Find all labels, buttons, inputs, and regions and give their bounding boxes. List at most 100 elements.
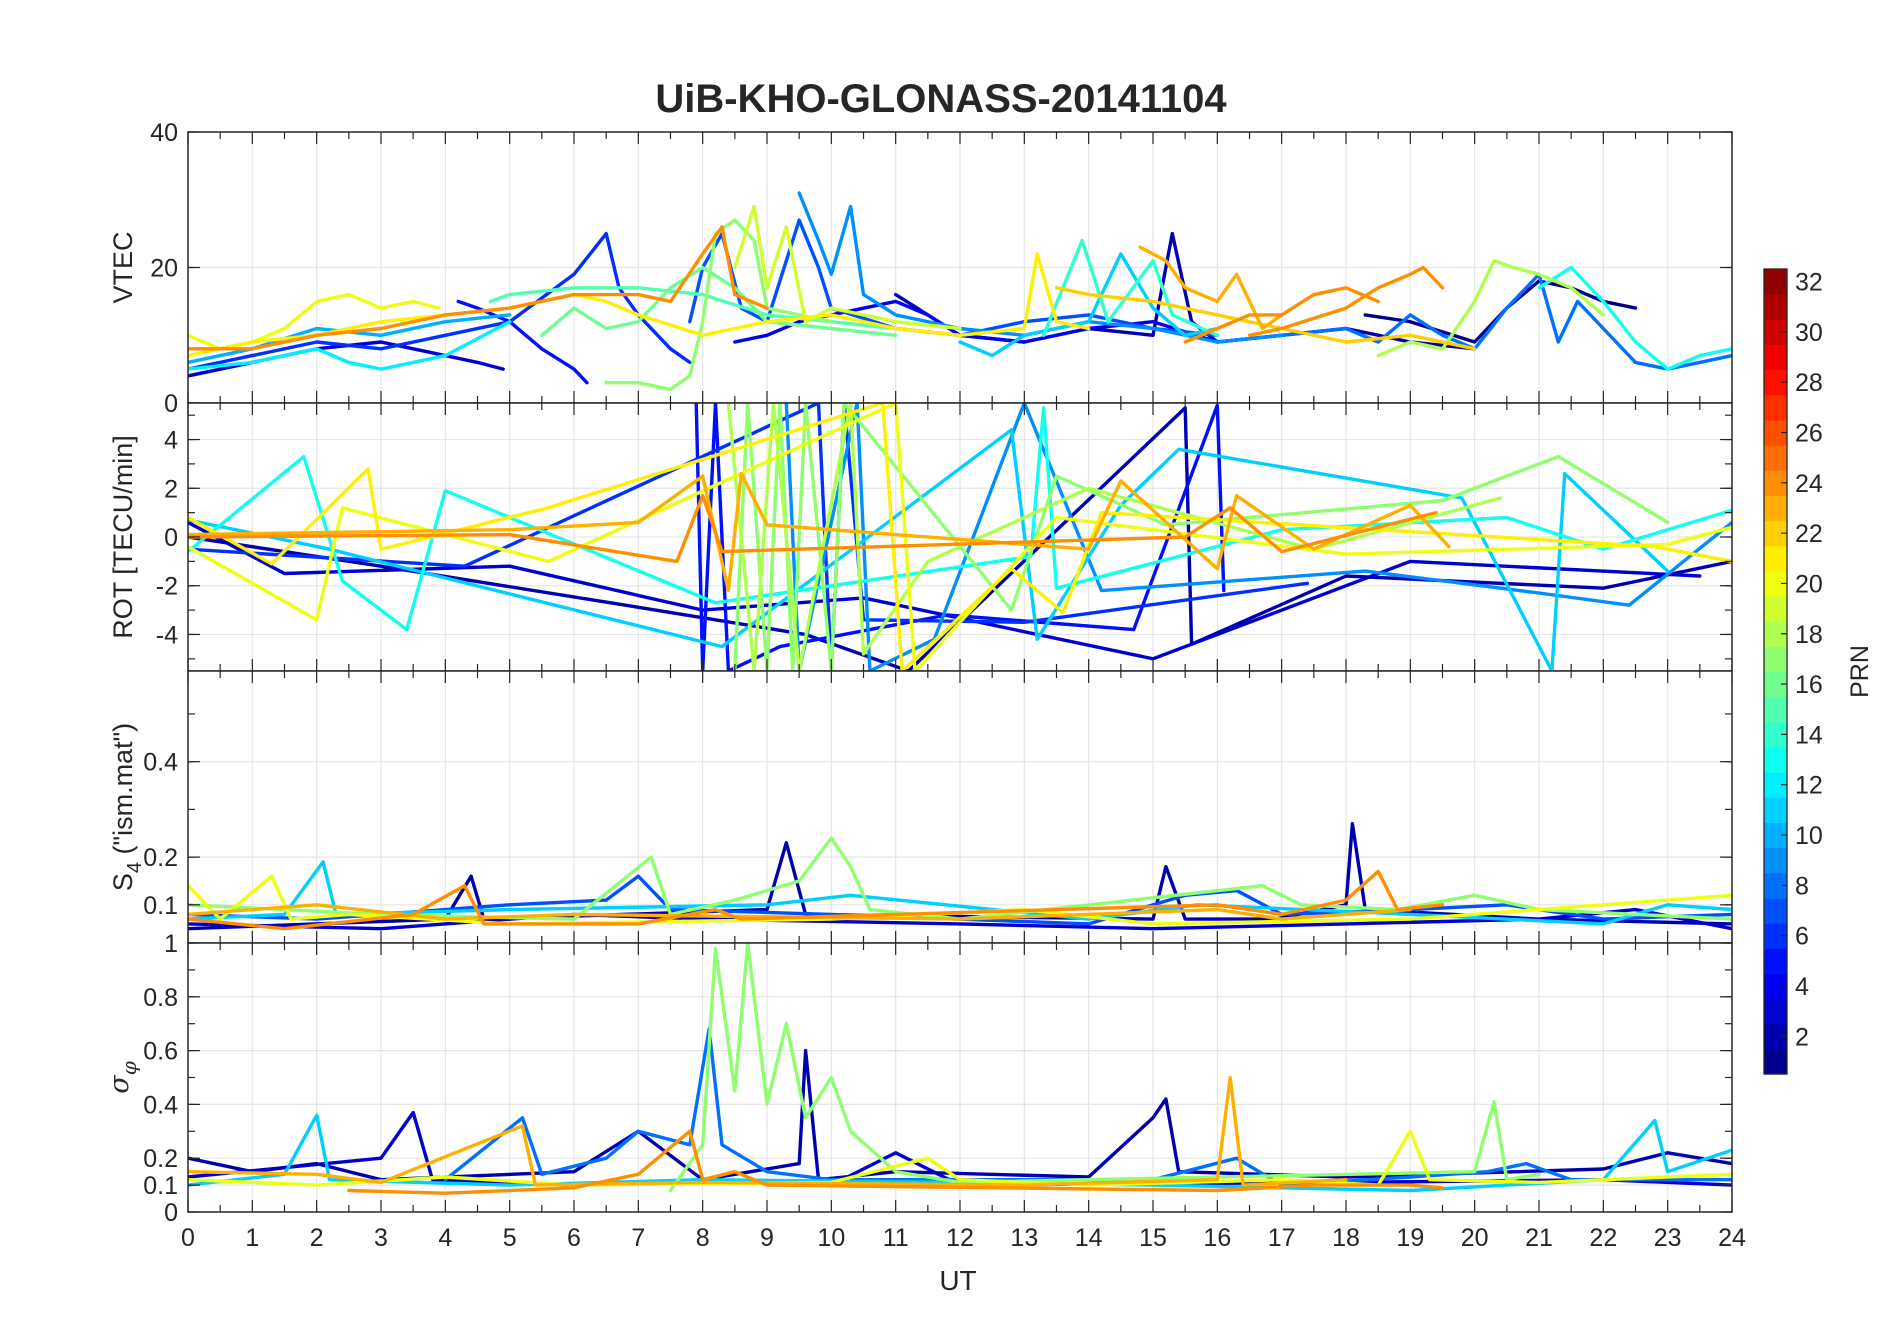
- colorbar-swatch-prn-16: [1764, 671, 1787, 698]
- series-prn-2: [188, 822, 1732, 931]
- y-tick-label: 0.2: [143, 1145, 178, 1173]
- colorbar-swatch-prn-3: [1764, 998, 1787, 1025]
- y-tick-label: 0: [164, 524, 178, 552]
- x-tick-label: 12: [946, 1224, 974, 1252]
- colorbar-swatch-prn-31: [1764, 294, 1787, 320]
- x-tick-label: 0: [181, 1224, 195, 1252]
- y-tick-label: 0.8: [143, 984, 178, 1012]
- colorbar-tick-label: 6: [1795, 923, 1809, 951]
- colorbar-swatch-prn-12: [1764, 772, 1787, 798]
- colorbar-frame: [1763, 268, 1788, 1075]
- series-prn-24: [188, 225, 769, 351]
- colorbar-swatch-prn-14: [1764, 721, 1787, 748]
- colorbar-swatch-prn-21: [1764, 545, 1787, 572]
- colorbar-swatch-prn-5: [1764, 948, 1787, 974]
- x-tick-label: 1: [245, 1224, 259, 1252]
- series-prn-24: [188, 493, 1438, 564]
- series-prn-21: [188, 252, 1091, 358]
- series-prn-1: [1363, 279, 1638, 344]
- colorbar-tick-label: 2: [1795, 1023, 1809, 1051]
- colorbar-swatch-prn-6: [1764, 923, 1787, 949]
- x-tick-label: 10: [817, 1224, 845, 1252]
- panel-rot: -4 -2 0 2 4 ROT [TECU/min]: [108, 402, 1733, 672]
- y-tick-label: 4: [164, 427, 178, 455]
- colorbar-tick-label: 8: [1795, 872, 1809, 900]
- y-tick-label: 0: [164, 1199, 178, 1227]
- colorbar-swatch-prn-17: [1764, 646, 1787, 673]
- x-tick-labels: 0 1 2 3 4 5 6 7 8 9 10 11 12 13 14 15 16 17 18 19 20 21 22 23 24: [181, 1224, 1746, 1252]
- colorbar-swatch-prn-15: [1764, 696, 1787, 723]
- panel-vtec: 0 20 40 VTEC: [108, 119, 1733, 418]
- series-prn-17: [668, 943, 1541, 1193]
- panel-s4-ylabel: S4 ("ism.mat"): [108, 723, 146, 891]
- colorbar-tick-label: 26: [1795, 420, 1823, 448]
- y-tick-label: 0.4: [143, 749, 178, 777]
- colorbar-swatch-prn-20: [1764, 570, 1787, 597]
- series-prn-23: [188, 472, 1451, 593]
- x-tick-label: 2: [310, 1224, 324, 1252]
- series-prn-9: [797, 191, 1284, 344]
- colorbar-swatch-prn-2: [1764, 1023, 1787, 1050]
- colorbar-tick-label: 20: [1795, 570, 1823, 598]
- colorbar-swatch-prn-26: [1764, 419, 1787, 446]
- x-tick-label: 22: [1589, 1224, 1617, 1252]
- colorbar-swatch-prn-7: [1764, 897, 1787, 924]
- series-prn-17: [733, 403, 1670, 671]
- series-prn-24: [347, 1129, 1445, 1195]
- x-tick-label: 5: [503, 1224, 517, 1252]
- x-tick-label: 14: [1075, 1224, 1103, 1252]
- x-axis-label: UT: [939, 1265, 976, 1296]
- series-prn-3: [188, 520, 1702, 661]
- x-tick-label: 8: [696, 1224, 710, 1252]
- colorbar-swatch-prn-23: [1764, 495, 1787, 522]
- series-prn-8: [443, 1027, 1732, 1187]
- colorbar-tick-label: 28: [1795, 369, 1823, 397]
- x-tick-label: 15: [1139, 1224, 1167, 1252]
- colorbar-label: PRN: [1846, 645, 1874, 698]
- colorbar-swatch-prn-13: [1764, 746, 1787, 773]
- series-prn-20: [188, 1129, 1732, 1187]
- colorbar-swatch-prn-4: [1764, 973, 1787, 1000]
- series-prn-6: [188, 231, 692, 371]
- y-tick-label: 20: [150, 255, 178, 283]
- chart-title: UiB-KHO-GLONASS-20141104: [655, 77, 1227, 121]
- colorbar-tick-label: 14: [1795, 721, 1823, 749]
- y-tick-label: 0: [164, 390, 178, 418]
- series-prn-17: [188, 836, 1732, 921]
- series-prn-23: [1138, 245, 1284, 331]
- y-tick-label: -2: [156, 573, 178, 601]
- colorbar-swatch-prn-22: [1764, 520, 1787, 547]
- y-tick-label: 0.2: [143, 844, 178, 872]
- series-prn-24: [1183, 286, 1380, 344]
- series-prn-9: [784, 403, 1732, 671]
- colorbar-swatch-prn-27: [1764, 394, 1787, 421]
- y-tick-label: 2: [164, 475, 178, 503]
- y-tick-label: -4: [156, 621, 178, 649]
- series-prn-18: [1376, 259, 1605, 358]
- x-tick-label: 16: [1203, 1224, 1231, 1252]
- series-prn-21: [188, 403, 1732, 671]
- x-tick-label: 20: [1461, 1224, 1489, 1252]
- series-prn-23: [188, 1075, 1348, 1187]
- series-prn-12: [188, 320, 512, 371]
- x-tick-label: 3: [374, 1224, 388, 1252]
- colorbar-swatch-prn-19: [1764, 596, 1787, 622]
- x-tick-label: 24: [1718, 1224, 1746, 1252]
- x-tick-label: 13: [1010, 1224, 1038, 1252]
- colorbar-swatch-prn-10: [1764, 822, 1787, 849]
- x-tick-label: 18: [1332, 1224, 1360, 1252]
- y-tick-label: 0.4: [143, 1091, 178, 1119]
- panel-sigma_phi-ticks: [187, 942, 1733, 1213]
- series-prn-24: [1247, 265, 1445, 337]
- x-tick-label: 21: [1525, 1224, 1553, 1252]
- panel-sigma_phi: 00.10.2 0.4 0.6 0.8 1 σφ: [104, 930, 1733, 1227]
- series-prn-7: [188, 874, 1732, 926]
- series-prn-5: [456, 299, 589, 385]
- series-prn-19: [733, 204, 962, 331]
- colorbar-tick-label: 18: [1795, 621, 1823, 649]
- y-tick-label: 0.1: [143, 892, 178, 920]
- colorbar-swatch-prn-25: [1764, 445, 1787, 471]
- series-prn-11: [188, 860, 1732, 926]
- colorbar-swatch-prn-28: [1764, 369, 1787, 396]
- colorbar-tick-label: 12: [1795, 772, 1823, 800]
